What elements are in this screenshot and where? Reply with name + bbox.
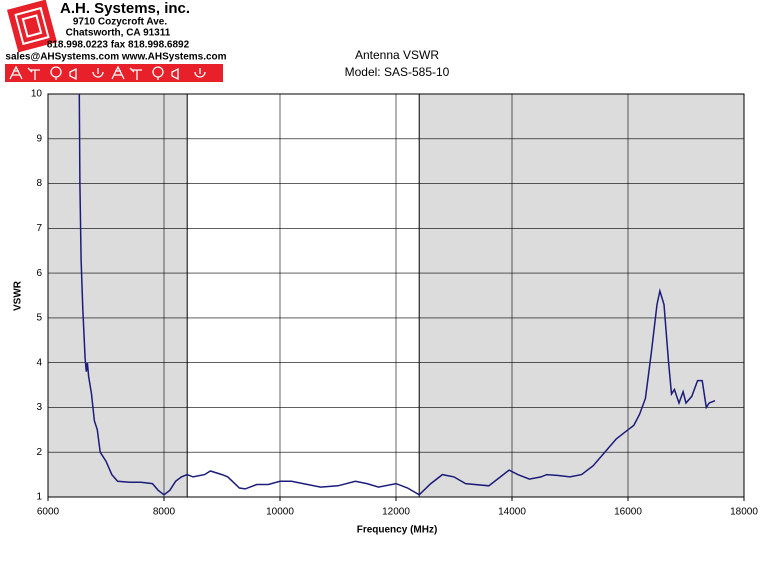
x-tick-label: 6000 xyxy=(37,507,60,518)
y-tick-label: 8 xyxy=(36,178,42,189)
y-tick-label: 6 xyxy=(36,268,42,279)
y-tick-label: 10 xyxy=(31,89,43,100)
city: Chatsworth, CA 91311 xyxy=(66,28,171,39)
x-tick-label: 10000 xyxy=(266,507,294,518)
y-axis-label: VSWR xyxy=(13,280,24,311)
web: sales@AHSystems.com www.AHSystems.com xyxy=(5,52,226,63)
y-tick-label: 7 xyxy=(36,223,42,234)
shaded-region xyxy=(419,94,744,497)
x-tick-label: 16000 xyxy=(614,507,642,518)
plot-border xyxy=(47,93,745,498)
address: 9710 Cozycroft Ave. xyxy=(73,17,168,28)
logo xyxy=(6,0,58,53)
y-tick-label: 5 xyxy=(36,313,42,324)
x-tick-label: 8000 xyxy=(153,507,176,518)
chart-subtitle: Model: SAS-585-10 xyxy=(345,65,450,79)
icon-bar xyxy=(5,64,223,82)
x-tick-label: 14000 xyxy=(498,507,526,518)
x-axis-label: Frequency (MHz) xyxy=(357,525,438,536)
y-tick-label: 9 xyxy=(36,133,42,144)
chart-title: Antenna VSWR xyxy=(355,48,439,62)
y-tick-label: 3 xyxy=(36,402,42,413)
data-line xyxy=(78,93,716,496)
x-tick-label: 18000 xyxy=(730,507,758,518)
x-tick-label: 12000 xyxy=(382,507,410,518)
company: A.H. Systems, inc. xyxy=(60,0,190,17)
shaded-region xyxy=(48,94,188,497)
y-tick-label: 2 xyxy=(36,447,42,458)
y-tick-label: 4 xyxy=(36,357,42,368)
y-tick-label: 1 xyxy=(36,492,42,503)
phone: 818.998.0223 fax 818.998.6892 xyxy=(47,40,190,51)
